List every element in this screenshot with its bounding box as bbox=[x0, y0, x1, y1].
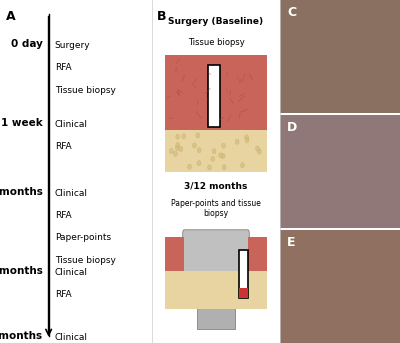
Ellipse shape bbox=[222, 165, 226, 170]
Ellipse shape bbox=[222, 143, 225, 149]
Bar bbox=[197, 278, 235, 329]
Ellipse shape bbox=[197, 147, 201, 153]
Text: Tissue biopsy: Tissue biopsy bbox=[188, 38, 244, 47]
Text: B: B bbox=[157, 10, 167, 23]
Ellipse shape bbox=[212, 149, 216, 154]
Text: D: D bbox=[287, 121, 298, 134]
Ellipse shape bbox=[192, 143, 196, 148]
Text: A: A bbox=[6, 10, 16, 23]
Text: RFA: RFA bbox=[55, 290, 71, 299]
Ellipse shape bbox=[245, 135, 249, 140]
Text: 6 months: 6 months bbox=[0, 266, 42, 276]
Text: E: E bbox=[287, 236, 296, 249]
Ellipse shape bbox=[182, 134, 186, 139]
Text: Clinical: Clinical bbox=[55, 120, 88, 129]
Text: Paper-points and tissue
biopsy: Paper-points and tissue biopsy bbox=[171, 199, 261, 218]
Ellipse shape bbox=[170, 149, 173, 154]
Ellipse shape bbox=[179, 146, 183, 152]
Text: RFA: RFA bbox=[55, 63, 71, 72]
Text: Clinical: Clinical bbox=[55, 333, 88, 342]
Text: RFA: RFA bbox=[55, 142, 71, 151]
FancyBboxPatch shape bbox=[183, 230, 249, 285]
Text: Surgery: Surgery bbox=[55, 41, 90, 50]
Ellipse shape bbox=[208, 165, 212, 170]
FancyBboxPatch shape bbox=[165, 55, 267, 130]
Ellipse shape bbox=[175, 145, 179, 151]
FancyBboxPatch shape bbox=[165, 130, 267, 172]
Ellipse shape bbox=[196, 133, 200, 138]
Ellipse shape bbox=[219, 153, 222, 158]
Ellipse shape bbox=[197, 161, 201, 166]
Text: Clinical: Clinical bbox=[55, 268, 88, 276]
Text: Paper-points: Paper-points bbox=[55, 233, 111, 242]
Text: Tissue biopsy: Tissue biopsy bbox=[55, 256, 116, 264]
Text: 3 months: 3 months bbox=[0, 187, 42, 197]
Text: Surgery (Baseline): Surgery (Baseline) bbox=[168, 17, 264, 26]
Ellipse shape bbox=[188, 164, 191, 169]
Ellipse shape bbox=[174, 151, 177, 156]
Text: RFA: RFA bbox=[55, 211, 71, 220]
Bar bbox=[239, 288, 248, 298]
Ellipse shape bbox=[235, 139, 239, 144]
Ellipse shape bbox=[258, 149, 261, 154]
Text: 3/12 months: 3/12 months bbox=[184, 182, 248, 191]
Ellipse shape bbox=[211, 156, 215, 162]
Text: 1 week: 1 week bbox=[1, 118, 42, 128]
Text: C: C bbox=[287, 5, 296, 19]
Ellipse shape bbox=[245, 138, 249, 143]
Text: Clinical: Clinical bbox=[55, 189, 88, 198]
Ellipse shape bbox=[176, 142, 180, 147]
Bar bbox=[165, 271, 267, 309]
Ellipse shape bbox=[176, 134, 180, 139]
Ellipse shape bbox=[256, 146, 259, 151]
Bar bbox=[208, 65, 220, 127]
Bar bbox=[239, 250, 248, 298]
Ellipse shape bbox=[221, 154, 225, 159]
Bar bbox=[165, 237, 184, 271]
Bar bbox=[248, 237, 267, 271]
Text: 12 months: 12 months bbox=[0, 331, 42, 341]
Text: Tissue biopsy: Tissue biopsy bbox=[55, 86, 116, 95]
Text: 0 day: 0 day bbox=[11, 39, 42, 49]
Ellipse shape bbox=[240, 163, 244, 168]
